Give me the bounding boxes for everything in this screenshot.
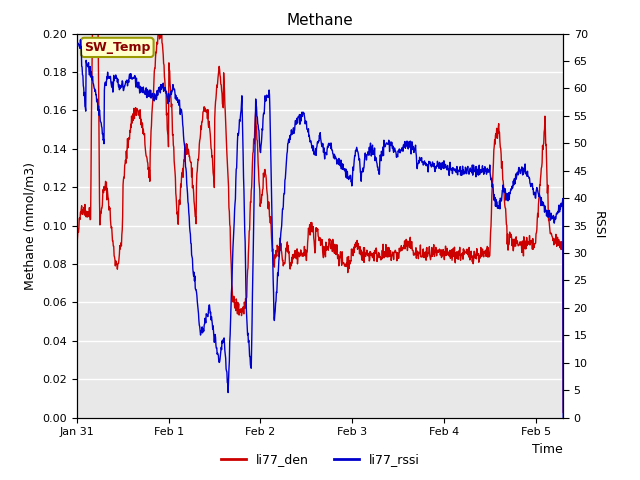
- Text: SW_Temp: SW_Temp: [84, 41, 150, 54]
- Legend: li77_den, li77_rssi: li77_den, li77_rssi: [216, 448, 424, 471]
- X-axis label: Time: Time: [532, 443, 563, 456]
- Y-axis label: Methane (mmol/m3): Methane (mmol/m3): [24, 162, 36, 289]
- Y-axis label: RSSI: RSSI: [591, 211, 604, 240]
- Title: Methane: Methane: [287, 13, 353, 28]
